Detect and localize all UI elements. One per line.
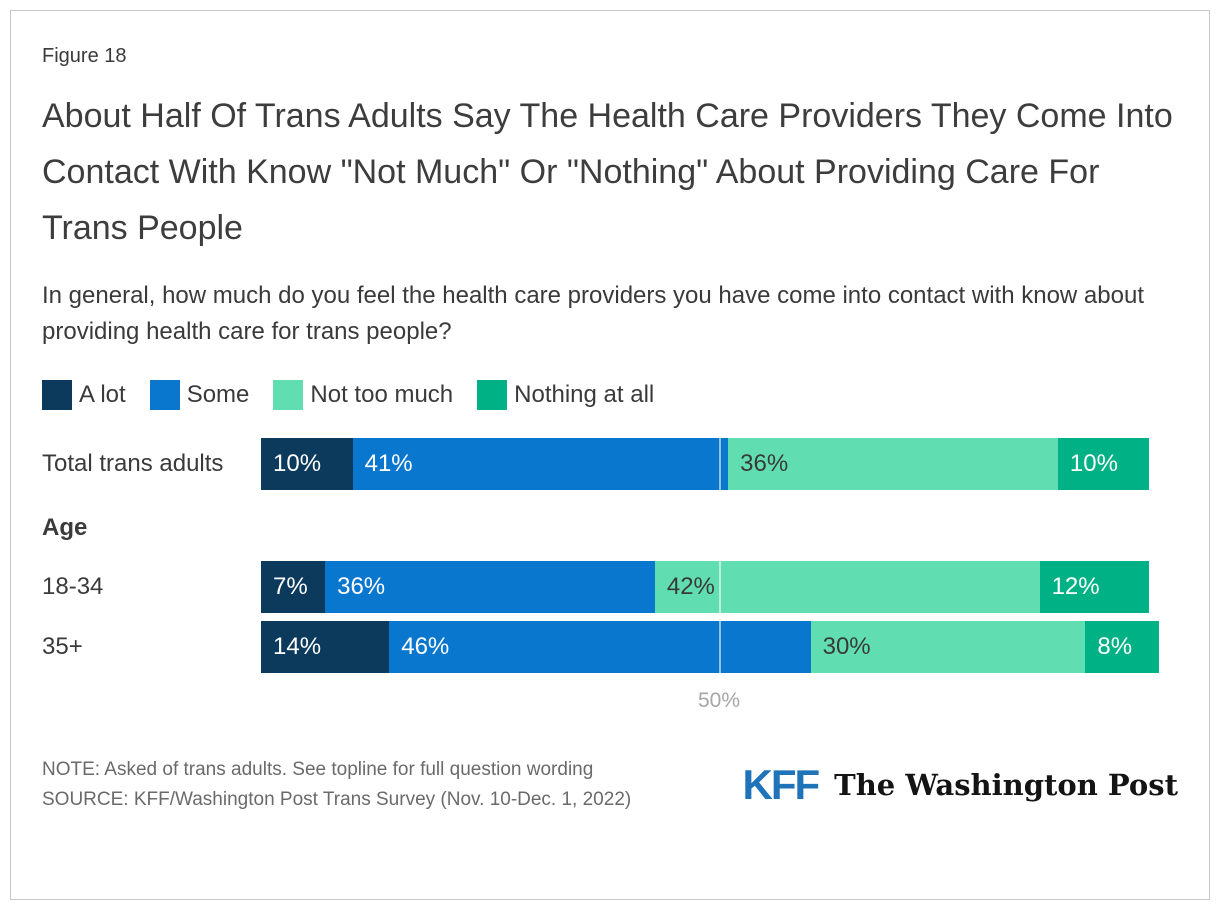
bar-segment-label: 30%: [822, 633, 871, 660]
legend-label: A lot: [79, 381, 126, 408]
gridline-50-percent: [719, 561, 721, 613]
chart-rows: Total trans adults 10% 41% 36% 10% Age 18-34 7%…: [42, 438, 1178, 673]
logos: KFF The Washington Post: [742, 761, 1178, 809]
bar-segment-label: 46%: [401, 633, 450, 660]
bar-segment: 36%: [728, 438, 1058, 490]
bar-segment: 14%: [261, 621, 390, 673]
legend: A lot Some Not too much Nothing at all: [42, 380, 1178, 410]
legend-label: Not too much: [310, 381, 454, 408]
bar-segment-label: 42%: [666, 573, 715, 600]
washington-post-logo: The Washington Post: [834, 768, 1178, 802]
bar-segment-label: 14%: [273, 633, 322, 660]
gridline-50-percent: [719, 621, 721, 673]
bar-row-label: Total trans adults: [42, 450, 224, 477]
bar-segment-label: 41%: [364, 450, 413, 477]
bar-segment-label: 8%: [1097, 633, 1133, 660]
x-axis: 50%: [261, 689, 1177, 715]
kff-logo: KFF: [742, 761, 820, 808]
legend-item: A lot: [42, 380, 126, 410]
bar-segment: 7%: [261, 561, 326, 613]
bar-track: 10% 41% 36% 10%: [261, 438, 1177, 490]
bar-segment: 46%: [389, 621, 811, 673]
legend-swatch-icon: [477, 380, 508, 410]
note-line: NOTE: Asked of trans adults. See topline…: [42, 759, 594, 780]
legend-swatch-icon: [149, 380, 180, 410]
legend-item: Not too much: [273, 380, 453, 410]
legend-swatch-icon: [273, 380, 304, 410]
figure-card: Figure 18 About Half Of Trans Adults Say…: [10, 10, 1210, 900]
notes-block: NOTE: Asked of trans adults. See topline…: [42, 755, 631, 815]
gridline-50-percent: [719, 438, 721, 490]
chart-subtitle: In general, how much do you feel the hea…: [42, 282, 1144, 345]
bar-segment-label: 12%: [1051, 573, 1100, 600]
bar-row-label: 18-34: [42, 573, 104, 600]
bar-segment-label: 36%: [337, 573, 386, 600]
bar-segment: 30%: [810, 621, 1086, 673]
source-line: SOURCE: KFF/Washington Post Trans Survey…: [42, 789, 632, 810]
bar-segment: 12%: [1039, 561, 1150, 613]
axis-tick-50: 50%: [697, 689, 741, 712]
bar-row: 18-34 7% 36% 42% 12%: [42, 561, 1178, 613]
figure-label: Figure 18: [42, 45, 127, 67]
legend-swatch-icon: [42, 380, 72, 410]
bar-segment-label: 36%: [740, 450, 789, 477]
bar-row: Total trans adults 10% 41% 36% 10%: [42, 438, 1178, 490]
bar-track: 7% 36% 42% 12%: [261, 561, 1177, 613]
legend-label: Some: [186, 381, 250, 408]
bar-segment: 8%: [1085, 621, 1159, 673]
footer: NOTE: Asked of trans adults. See topline…: [42, 755, 1178, 815]
bar-segment-label: 7%: [273, 573, 308, 600]
chart-title: About Half Of Trans Adults Say The Healt…: [42, 97, 1173, 247]
legend-label: Nothing at all: [514, 381, 655, 408]
bar-row-label: 35+: [42, 633, 83, 660]
bar-segment: 10%: [1057, 438, 1150, 490]
bar-segment: 36%: [325, 561, 655, 613]
bar-segment-label: 10%: [273, 450, 322, 477]
bar-segment-label: 10%: [1069, 450, 1118, 477]
bar-row: 35+ 14% 46% 30% 8%: [42, 621, 1178, 673]
group-header-age: Age: [42, 514, 88, 541]
bar-segment: 41%: [352, 438, 729, 490]
bar-segment: 42%: [654, 561, 1040, 613]
legend-item: Some: [149, 380, 250, 410]
bar-segment: 10%: [261, 438, 353, 490]
legend-item: Nothing at all: [477, 380, 654, 410]
bar-track: 14% 46% 30% 8%: [261, 621, 1177, 673]
